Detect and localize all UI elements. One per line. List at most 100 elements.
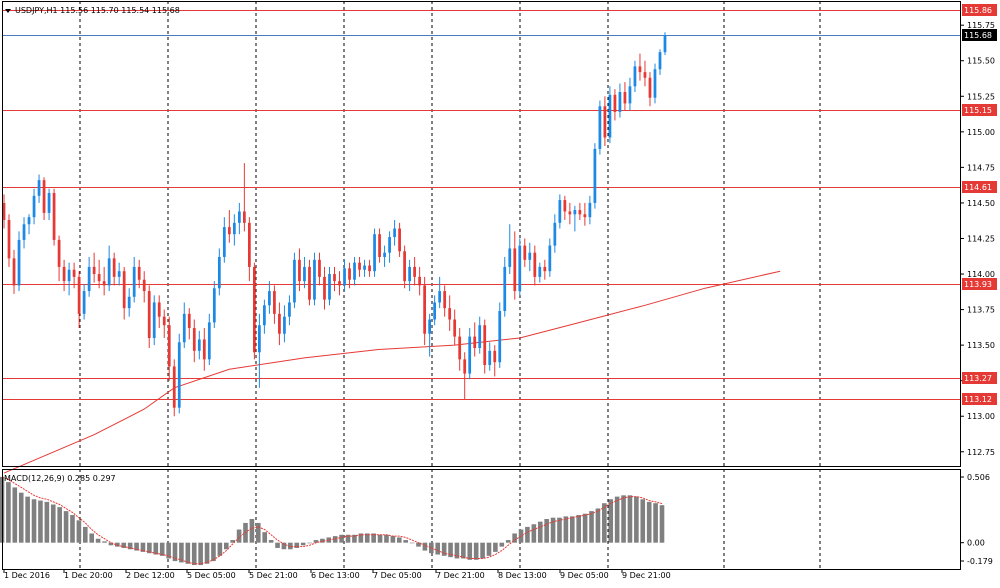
y-tick-label: 115.00 [967,128,995,137]
macd-bar [390,536,396,543]
candle-body [82,291,86,314]
macd-bar [525,526,530,543]
candle-body [227,227,231,235]
price-label-bg [962,393,997,405]
macd-layer [0,476,665,566]
chart-header[interactable]: USDJPY,H1 115.56 115.70 115.54 115.68 [5,6,180,15]
candle-body [62,266,66,282]
macd-signal-line [1,476,663,565]
price-label: 113.93 [964,280,992,289]
candle-body [192,328,196,351]
macd-bar [288,542,293,550]
candle-body [313,259,316,300]
candle-body [368,265,371,272]
macd-bar [204,542,210,564]
candle-body [613,94,617,112]
price-panel-frame [2,1,961,467]
candle-body [453,319,457,337]
candle-body [142,279,146,292]
macd-bar [31,499,37,543]
grid-layer [79,1,821,569]
x-tick-label: 7 Dec 05:00 [373,571,422,580]
macd-tick-label: 0.00 [967,539,985,548]
candle-body [323,276,326,300]
macd-bar [435,542,441,555]
macd-bar [172,542,178,562]
candle-body [318,259,321,277]
candle-body [27,217,31,225]
y-tick-label: 114.25 [967,234,995,243]
candle-body [358,262,361,270]
candle-body [523,245,527,260]
candle-body [518,245,522,292]
candle-body [468,336,472,374]
macd-title: MACD(12,26,9) 0.285 0.297 [4,474,116,483]
candle-body [303,266,306,282]
macd-bar [544,519,549,543]
candle-body [7,219,11,259]
candle-body [333,274,336,282]
candle-body [57,239,61,267]
candle-body [548,245,552,272]
candle-body [293,259,296,303]
macd-bar [493,542,498,552]
macd-bar [512,533,517,543]
macd-bar [134,542,139,551]
candle-body [598,106,602,149]
y-tick-label: 114.50 [967,199,995,208]
candle-body [17,239,21,286]
x-tick-label: 5 Dec 05:00 [187,571,236,580]
macd-bar [256,522,261,543]
macd-tick-label: 0.506 [967,473,990,482]
candle-body [182,313,186,343]
macd-panel-frame [2,469,961,570]
macd-bar [429,542,434,554]
macd-bar [589,511,594,543]
macd-bar [576,515,581,543]
candle-body [538,266,542,277]
candle-body [232,222,236,235]
macd-bar [153,542,159,555]
macd-bar [461,542,466,559]
candles-layer [2,32,667,417]
macd-bar [191,542,197,566]
price-label-bg [962,372,997,384]
macd-bar [563,516,569,543]
macd-bar [364,533,370,543]
candle-body [42,180,46,213]
macd-bar [95,538,101,543]
macd-bar [326,537,332,543]
candle-body [343,268,346,286]
y-tick-label: 113.50 [967,341,995,350]
candle-body [638,66,642,73]
macd-bar [44,501,50,543]
candle-body [217,256,221,289]
dropdown-triangle-icon[interactable] [5,9,11,13]
candle-body [77,276,81,314]
y-tick-label: 113.75 [967,306,995,315]
macd-bar [441,542,447,556]
price-label: 115.86 [964,6,992,15]
price-label-bg [962,4,997,16]
macd-bar [63,511,69,543]
axis-layer: 115.75 115.50 115.25 115.00 114.75 114.50 114.… [3,21,995,580]
candle-body [563,200,567,212]
candle-body [52,192,56,240]
candle-body [383,252,386,257]
candle-body [97,274,101,282]
macd-bar [422,542,428,551]
candle-body [177,342,181,408]
macd-bar [384,534,389,543]
candle-body [87,266,91,292]
candle-body [603,106,607,138]
candle-body [628,86,632,104]
macd-bar [18,492,24,543]
candle-body [152,302,156,339]
macd-bar [557,517,562,543]
candle-body [373,234,376,272]
macd-bar [25,496,30,543]
macd-bar [454,542,460,559]
candle-body [22,224,26,240]
macd-bar [102,541,107,543]
macd-bar [499,542,505,547]
